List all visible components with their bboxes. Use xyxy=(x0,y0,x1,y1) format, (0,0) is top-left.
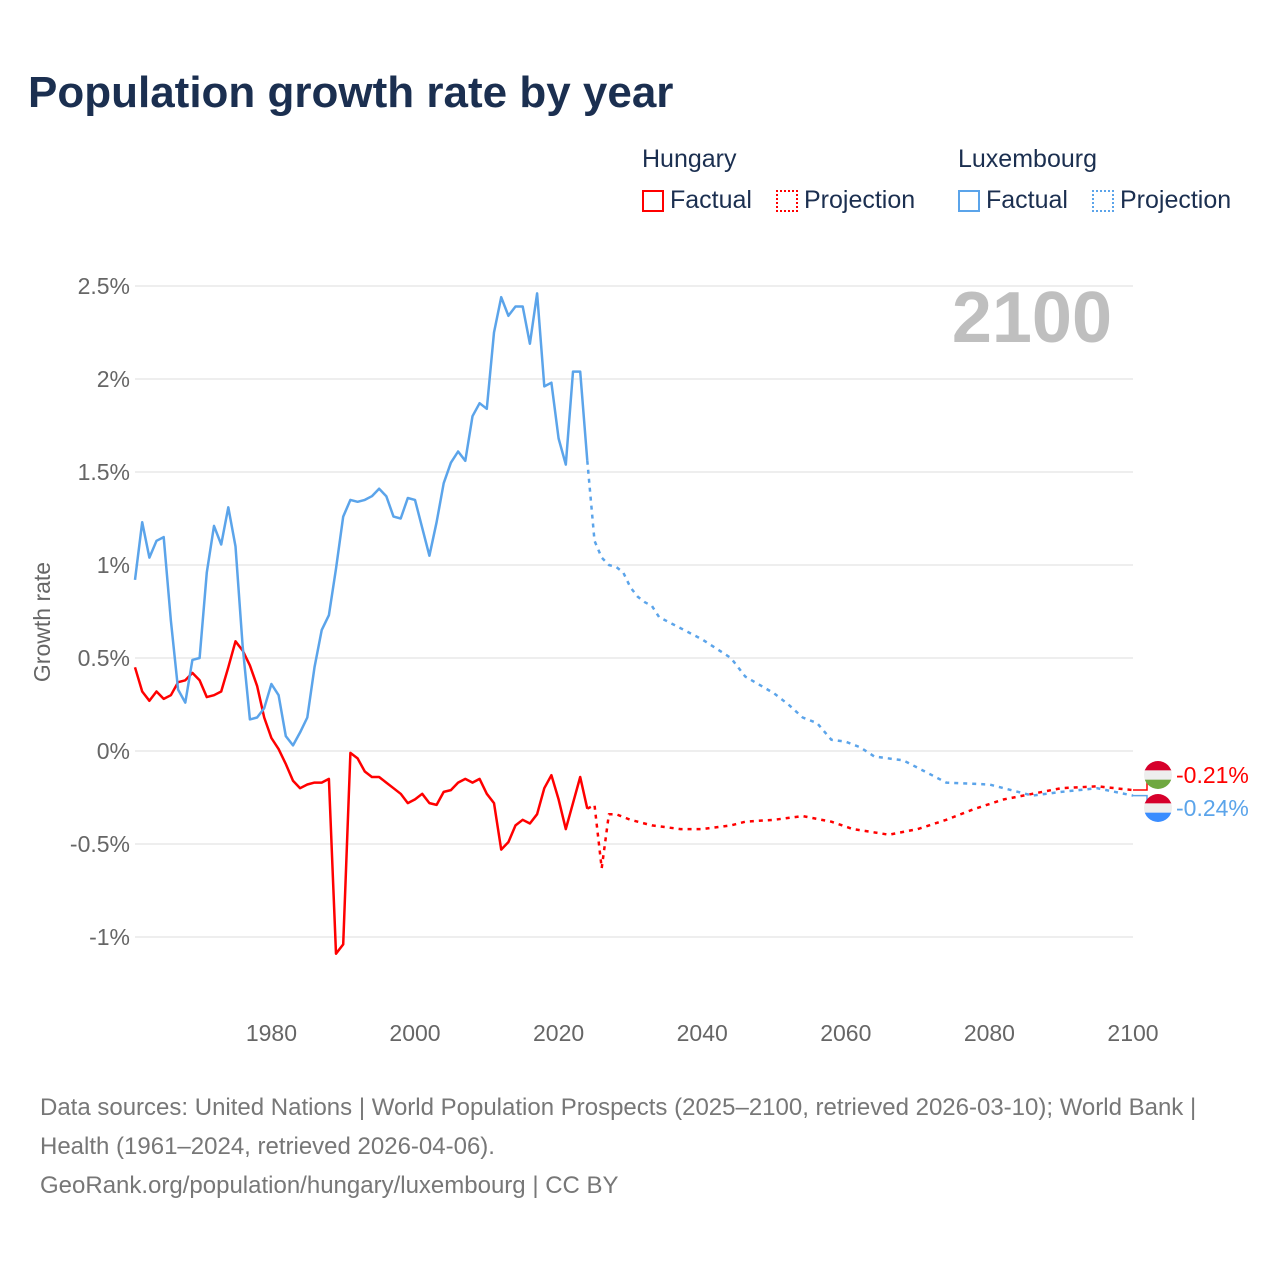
x-tick-label: 2080 xyxy=(964,1020,1015,1046)
x-tick-label: 1980 xyxy=(246,1020,297,1046)
end-value-label-hungary: -0.21% xyxy=(1176,762,1249,788)
flag-stripe xyxy=(1144,761,1172,771)
y-tick-label: -1% xyxy=(89,924,130,950)
sources-text: Data sources: United Nations | World Pop… xyxy=(40,1094,1197,1160)
chart-title: Population growth rate by year xyxy=(28,68,674,117)
y-tick-label: -0.5% xyxy=(70,831,130,857)
x-tick-label: 2100 xyxy=(1107,1020,1158,1046)
flag-stripe xyxy=(1144,770,1172,781)
series-line-hungary-factual xyxy=(133,640,589,955)
legend-swatch-solid xyxy=(958,189,980,212)
legend-swatch-dotted xyxy=(1092,189,1114,212)
flag-stripe xyxy=(1144,803,1172,814)
x-tick-label: 2000 xyxy=(389,1020,440,1046)
y-tick-label: 0.5% xyxy=(78,645,130,671)
y-tick-label: 1.5% xyxy=(78,459,130,485)
legend-label: Projection xyxy=(804,186,916,214)
legend-swatch-dotted xyxy=(776,189,798,212)
data-sources: Data sources: United Nations | World Pop… xyxy=(40,1088,1240,1205)
credit-link[interactable]: GeoRank.org/population/hungary/luxembour… xyxy=(40,1172,619,1199)
series-line-hungary-projection xyxy=(586,785,1134,870)
y-axis-label: Growth rate xyxy=(29,562,55,682)
y-tick-label: 1% xyxy=(97,552,130,578)
flag-stripe xyxy=(1144,794,1172,804)
flag-stripe xyxy=(1144,779,1172,789)
series-line-luxembourg-projection xyxy=(586,460,1134,797)
legend-hungary-title: Hungary xyxy=(642,145,737,173)
year-overlay: 2100 xyxy=(952,278,1112,358)
legend-hungary-factual[interactable]: Factual xyxy=(642,186,752,215)
x-tick-label: 2040 xyxy=(677,1020,728,1046)
end-value-label-luxembourg: -0.24% xyxy=(1176,795,1249,821)
legend-hungary-projection[interactable]: Projection xyxy=(776,186,915,215)
legend-luxembourg-title: Luxembourg xyxy=(958,145,1097,173)
luxembourg-flag-icon xyxy=(1144,794,1172,822)
y-tick-label: 2.5% xyxy=(78,273,130,299)
legend-label: Factual xyxy=(986,186,1068,214)
x-tick-label: 2060 xyxy=(820,1020,871,1046)
legend-swatch-solid xyxy=(642,189,664,212)
y-tick-label: 0% xyxy=(97,738,130,764)
legend-luxembourg-factual[interactable]: Factual xyxy=(958,186,1068,215)
legend-label: Factual xyxy=(670,186,752,214)
hungary-flag-icon xyxy=(1144,761,1172,789)
legend-luxembourg-projection[interactable]: Projection xyxy=(1092,186,1231,215)
series-line-luxembourg-factual xyxy=(133,292,589,747)
y-tick-label: 2% xyxy=(97,366,130,392)
flag-stripe xyxy=(1144,812,1172,822)
legend-label: Projection xyxy=(1120,186,1232,214)
x-tick-label: 2020 xyxy=(533,1020,584,1046)
